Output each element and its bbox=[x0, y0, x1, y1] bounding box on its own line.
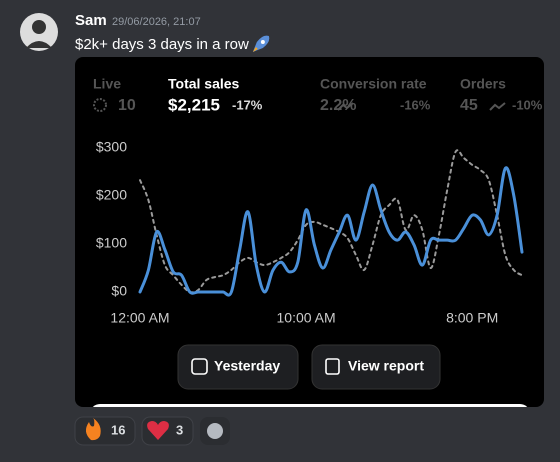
stat-value: 10 bbox=[118, 97, 136, 114]
stat-change: -10% bbox=[512, 97, 543, 112]
x-tick-label: 10:00 AM bbox=[277, 310, 336, 326]
stat-label: Total sales bbox=[168, 76, 240, 92]
timestamp: 29/06/2026, 21:07 bbox=[112, 16, 201, 28]
button-label: View report bbox=[348, 358, 424, 374]
reaction-count: 16 bbox=[111, 422, 125, 437]
embed-bg bbox=[75, 57, 544, 407]
embed-image[interactable]: Live 10 Total sales $2,215 -17% Conversion ra… bbox=[75, 57, 544, 434]
live-icon bbox=[93, 98, 107, 112]
report-icon bbox=[325, 358, 340, 375]
y-tick-label: $300 bbox=[96, 139, 127, 155]
x-tick-label: 12:00 AM bbox=[110, 310, 169, 326]
comparison-line bbox=[139, 149, 523, 294]
message-text: $2k+ days 3 days in a row bbox=[75, 36, 249, 53]
x-tick-label: 8:00 PM bbox=[446, 310, 498, 326]
reaction[interactable] bbox=[141, 416, 194, 446]
stat-label: Conversion rate bbox=[320, 76, 427, 92]
spark-icon bbox=[337, 102, 354, 111]
stat-label: Orders bbox=[460, 76, 506, 92]
rocket-emoji bbox=[252, 35, 270, 52]
stat-value: 45 bbox=[460, 97, 478, 114]
button-label: Yesterday bbox=[214, 358, 280, 374]
sales-line bbox=[138, 166, 524, 297]
view-report-button[interactable] bbox=[311, 344, 441, 390]
y-tick-label: $100 bbox=[96, 235, 127, 251]
spark-icon bbox=[489, 102, 506, 111]
stat-value: $2,215 bbox=[168, 95, 220, 114]
avatar-head bbox=[32, 20, 46, 34]
stat-value: 2.2% bbox=[320, 97, 356, 114]
fire-emoji bbox=[85, 418, 101, 441]
chart: Live 10 Total sales $2,215 -17% Conversion ra… bbox=[93, 76, 543, 326]
calendar-icon bbox=[191, 358, 208, 375]
author[interactable]: Sam bbox=[75, 12, 107, 29]
reaction[interactable] bbox=[74, 416, 136, 446]
avatar-body bbox=[26, 41, 52, 48]
stat-change: -16% bbox=[400, 97, 431, 112]
heart-emoji bbox=[147, 421, 169, 440]
reaction-count: 3 bbox=[176, 422, 183, 437]
y-tick-label: $0 bbox=[111, 283, 127, 299]
stat-change: -17% bbox=[232, 97, 263, 112]
y-tick-label: $200 bbox=[96, 187, 127, 203]
yesterday-button[interactable] bbox=[177, 344, 299, 390]
stat-label: Live bbox=[93, 76, 121, 92]
smiley-icon bbox=[207, 423, 223, 439]
